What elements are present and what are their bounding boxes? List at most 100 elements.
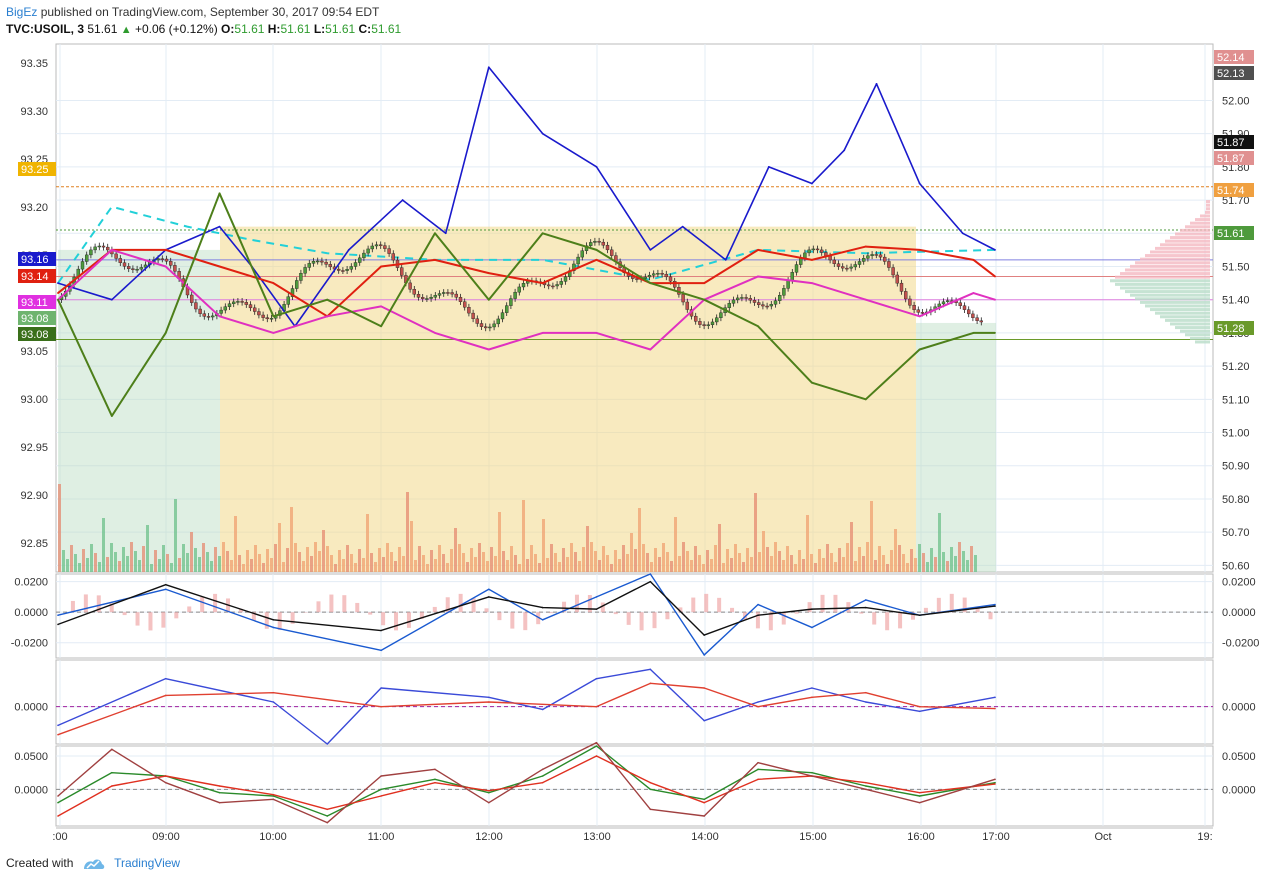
right-axis-tick: 51.20 [1222, 361, 1250, 373]
volume-profile-bar [1110, 279, 1210, 283]
oscillator-point [326, 743, 329, 745]
candle-body [458, 297, 463, 302]
oscillator-point [218, 785, 221, 787]
oscillator-point [380, 649, 382, 652]
volume-bar [682, 542, 685, 572]
indicator-point [724, 258, 727, 261]
tradingview-brand-link[interactable]: TradingView [114, 856, 181, 870]
indicator-point [57, 298, 59, 301]
candle-body [265, 317, 269, 320]
indicator-line [57, 66, 996, 328]
candle-body [912, 305, 916, 310]
candle-body [551, 285, 555, 288]
candle-body [126, 266, 131, 269]
histogram-bar [704, 593, 709, 613]
volume-bar [590, 542, 593, 572]
volume-bar [114, 552, 117, 572]
indicator-point [380, 325, 383, 328]
histogram-bar [484, 608, 489, 613]
candle-body [521, 283, 526, 288]
volume-bar [770, 556, 773, 572]
candle-body [202, 313, 207, 317]
candle-body [563, 276, 568, 282]
candle-body [576, 256, 580, 265]
volume-bar [466, 562, 469, 572]
candle-body [370, 245, 374, 250]
volume-bar [350, 554, 353, 572]
histogram-bar [587, 595, 592, 613]
up-arrow-icon: ▲ [120, 24, 132, 36]
candle-body [589, 242, 593, 246]
indicator-point [218, 265, 221, 268]
volume-bar [290, 507, 293, 572]
oscillator-point [218, 791, 221, 794]
volume-bar [402, 556, 405, 572]
volume-bar [858, 547, 861, 572]
x-tick-label: 15:00 [799, 831, 827, 843]
oscillator-line [57, 573, 996, 656]
volume-bar [674, 517, 677, 572]
volume-bar [814, 563, 817, 572]
left-axis-tick: 93.30 [20, 106, 48, 118]
left-price-badge-text: 93.16 [21, 254, 49, 266]
volume-bar [954, 556, 957, 572]
candle-body [505, 305, 509, 313]
x-tick-label: 11:00 [368, 831, 395, 843]
published-text: published on TradingView.com, September … [40, 5, 380, 19]
right-price-badge [1214, 183, 1254, 197]
oscillator-point [994, 696, 996, 699]
candle-body [904, 291, 908, 300]
left-axis-tick: 0.0500 [14, 751, 48, 763]
author-name[interactable]: BigEz [6, 5, 38, 19]
candle-body [194, 302, 198, 310]
volume-profile-bar [1180, 329, 1210, 333]
volume-bar [914, 558, 917, 572]
indicator-point [767, 165, 770, 168]
oscillator-point [488, 596, 490, 598]
volume-bar [418, 546, 421, 572]
volume-bar [746, 548, 749, 572]
volume-bar [482, 552, 485, 572]
candle-body [891, 267, 895, 276]
indicator-point [864, 298, 867, 301]
candle-body [908, 298, 912, 306]
volume-bar [118, 561, 121, 572]
volume-bar [98, 562, 101, 572]
candle-body [605, 244, 610, 251]
volume-bar [314, 542, 317, 572]
volume-bar [234, 516, 237, 572]
volume-bar [310, 556, 313, 572]
oscillator-point [111, 748, 113, 751]
candle-body [223, 306, 228, 311]
candle-body [975, 317, 979, 321]
symbol-label[interactable]: TVC:USOIL, 3 [6, 22, 85, 36]
volume-bar [598, 560, 601, 572]
volume-profile-bar [1155, 246, 1210, 250]
indicator-point [918, 348, 921, 351]
price-change: +0.06 (+0.12%) [134, 22, 218, 36]
oscillator-point [649, 781, 652, 784]
candle-body [526, 281, 530, 284]
candle-body [442, 292, 446, 294]
volume-bar [574, 552, 577, 572]
oscillator-point [434, 781, 436, 784]
volume-bar [266, 549, 269, 572]
volume-bar [214, 547, 217, 572]
oscillator-line [57, 745, 996, 817]
oscillator-point [811, 608, 813, 610]
candle-body [744, 297, 748, 299]
indicator-point [595, 248, 598, 251]
open-label: O: [221, 22, 235, 36]
volume-bar [330, 555, 333, 572]
volume-bar [686, 551, 689, 572]
candle-body [778, 295, 782, 301]
oscillator-point [380, 687, 382, 689]
x-tick-label: Oct [1094, 831, 1111, 843]
histogram-bar [885, 612, 890, 631]
candle-body [345, 269, 349, 271]
volume-bar [742, 562, 745, 572]
volume-bar [358, 549, 361, 572]
oscillator-point [57, 724, 59, 727]
histogram-bar [872, 612, 877, 625]
